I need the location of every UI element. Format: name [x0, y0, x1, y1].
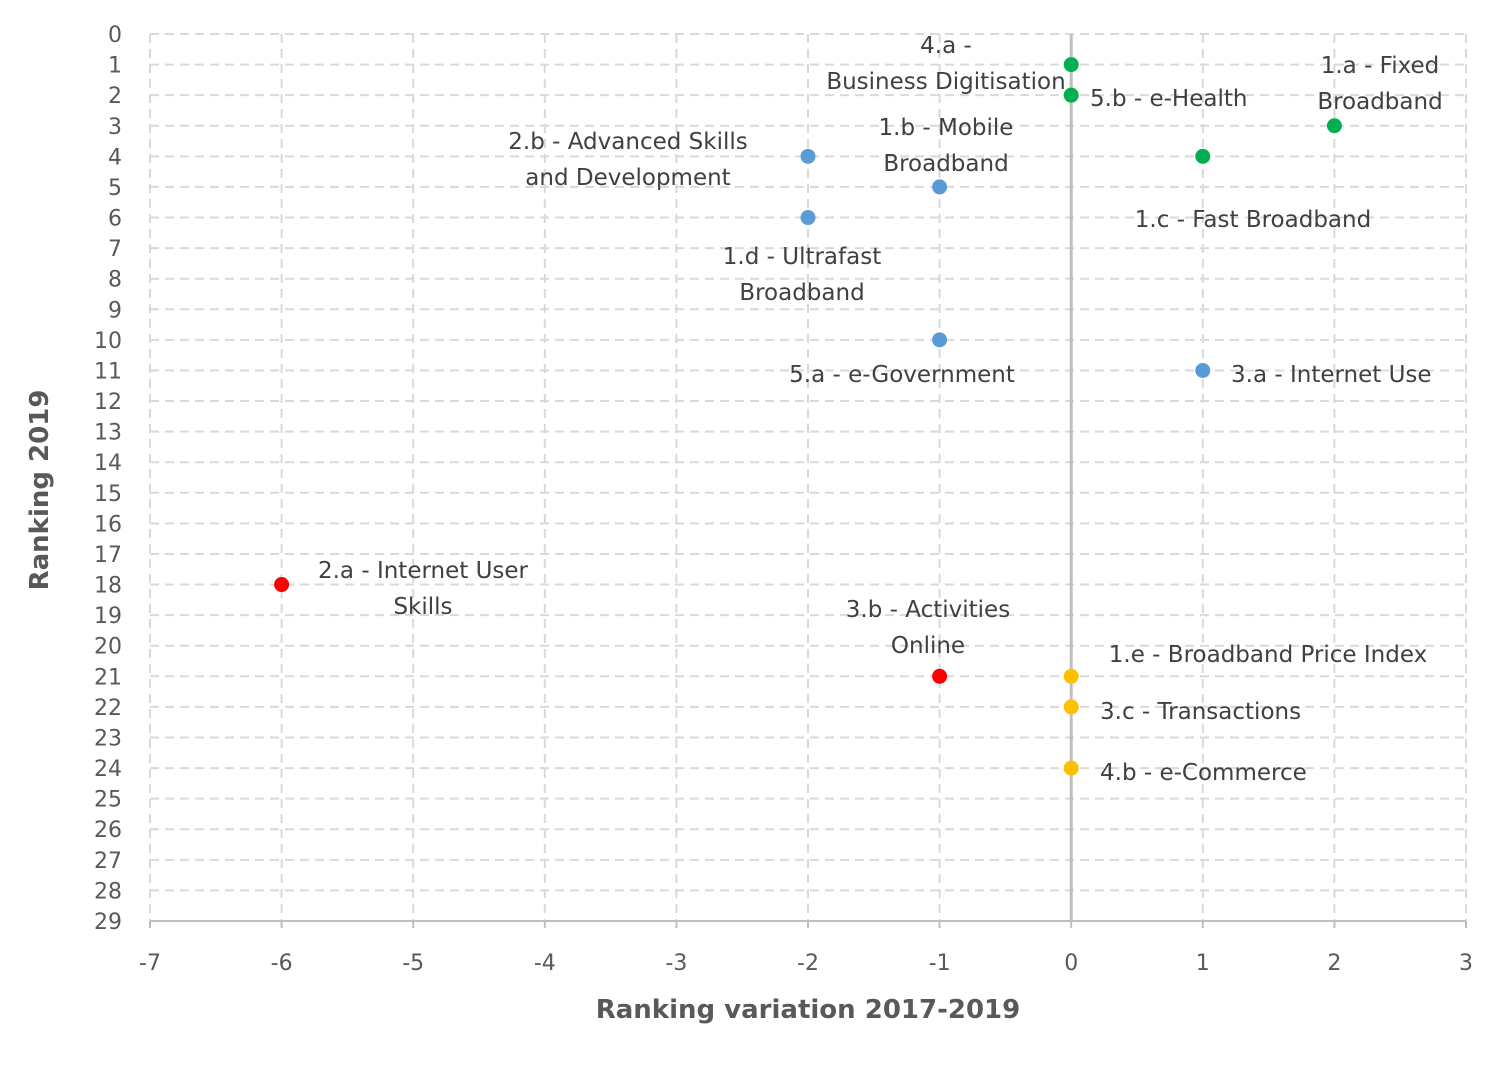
data-point — [800, 148, 816, 164]
y-tick-label: 6 — [108, 207, 122, 232]
y-tick-label: 11 — [94, 359, 122, 384]
data-label: 3.c - Transactions — [1100, 699, 1301, 725]
data-point — [1195, 362, 1211, 378]
data-label: 1.b - Mobile Broadband — [879, 115, 1014, 177]
y-tick-label: 18 — [94, 574, 122, 599]
data-point — [800, 210, 816, 226]
grid — [149, 33, 1467, 921]
data-label: 4.a -Business Digitisation — [826, 33, 1065, 95]
y-tick-label: 2 — [108, 84, 122, 109]
data-label: 5.a - e-Government — [789, 362, 1015, 388]
y-tick-label: 13 — [94, 421, 122, 446]
y-tick-label: 8 — [108, 268, 122, 293]
data-point — [1063, 668, 1079, 684]
data-point — [1063, 699, 1079, 715]
data-label: 1.d - Ultrafast Broadband — [723, 244, 881, 306]
data-point — [1063, 87, 1079, 103]
data-point — [1063, 57, 1079, 73]
y-tick-label: 7 — [108, 237, 122, 262]
y-tick-label: 21 — [94, 665, 122, 690]
data-label: 2.b - Advanced Skills and Development — [508, 129, 747, 191]
y-tick-label: 28 — [94, 879, 122, 904]
x-tick-label: -3 — [665, 951, 687, 976]
x-tick-label: -4 — [534, 951, 556, 976]
data-label: 1.c - Fast Broadband — [1135, 207, 1371, 233]
data-point — [274, 577, 290, 593]
data-point — [932, 179, 948, 195]
y-tick-label: 9 — [108, 298, 122, 323]
x-tick-label: -2 — [797, 951, 819, 976]
point-labels: 4.a -Business Digitisation 5.b - e-Health… — [318, 33, 1443, 786]
x-tick-label: 0 — [1064, 951, 1078, 976]
x-tick-label: -6 — [271, 951, 293, 976]
x-tick-label: 3 — [1459, 951, 1473, 976]
y-tick-label: 1 — [108, 54, 122, 79]
data-point — [1195, 148, 1211, 164]
y-tick-label: 19 — [94, 604, 122, 629]
y-tick-label: 4 — [108, 145, 122, 170]
y-tick-label: 26 — [94, 818, 122, 843]
y-tick-label: 27 — [94, 849, 122, 874]
x-tick-label: 2 — [1327, 951, 1341, 976]
y-tick-label: 20 — [94, 635, 122, 660]
y-tick-label: 29 — [94, 910, 122, 935]
axes: 0123456789101112131415161718192021222324… — [94, 23, 1473, 976]
y-tick-label: 0 — [108, 23, 122, 48]
x-tick-label: -1 — [929, 951, 951, 976]
data-label: 4.b - e-Commerce — [1100, 760, 1307, 786]
y-tick-label: 25 — [94, 788, 122, 813]
y-tick-label: 14 — [94, 451, 122, 476]
y-tick-label: 16 — [94, 512, 122, 537]
data-label: 2.a - Internet User Skills — [318, 558, 529, 620]
data-label: 1.e - Broadband Price Index — [1109, 642, 1427, 668]
data-label: 3.b - Activities Online — [846, 597, 1010, 659]
y-tick-label: 15 — [94, 482, 122, 507]
y-tick-label: 10 — [94, 329, 122, 354]
data-label: 3.a - Internet Use — [1231, 362, 1432, 388]
y-tick-label: 24 — [94, 757, 122, 782]
y-tick-label: 3 — [108, 115, 122, 140]
y-tick-label: 17 — [94, 543, 122, 568]
data-point — [932, 332, 948, 348]
x-tick-label: -7 — [139, 951, 161, 976]
y-tick-label: 23 — [94, 726, 122, 751]
x-tick-label: -5 — [402, 951, 424, 976]
x-axis-title: Ranking variation 2017-2019 — [596, 995, 1021, 1025]
x-tick-label: 1 — [1196, 951, 1210, 976]
y-tick-label: 5 — [108, 176, 122, 201]
data-point — [1063, 760, 1079, 776]
points — [274, 57, 1342, 776]
data-point — [932, 668, 948, 684]
data-label: 1.a - Fixed Broadband — [1317, 53, 1442, 115]
data-point — [1326, 118, 1342, 134]
y-tick-label: 12 — [94, 390, 122, 415]
y-tick-label: 22 — [94, 696, 122, 721]
y-axis-title: Ranking 2019 — [25, 390, 55, 591]
data-label: 5.b - e-Health — [1090, 86, 1247, 112]
